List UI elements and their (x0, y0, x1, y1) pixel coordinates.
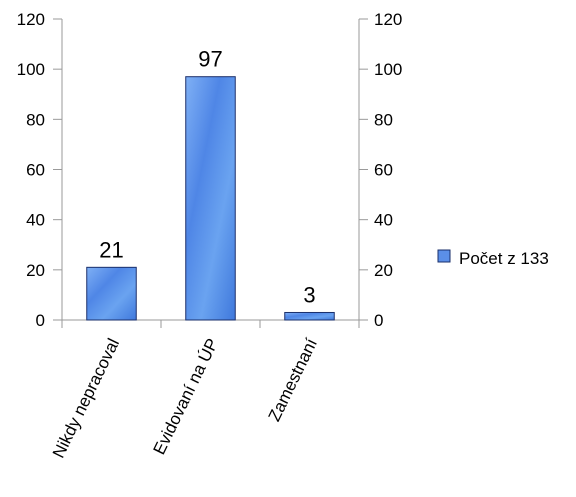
y-tick-label-right: 60 (374, 161, 393, 180)
y-tick-label-right: 20 (374, 261, 393, 280)
y-tick-label-left: 100 (17, 60, 45, 79)
x-category-label: Zamestnaní (265, 335, 322, 424)
y-tick-label-right: 80 (374, 110, 393, 129)
legend-swatch (437, 249, 451, 263)
y-tick-label-left: 0 (36, 311, 45, 330)
y-tick-label-right: 100 (374, 60, 402, 79)
data-label: 3 (303, 282, 315, 307)
y-tick-label-left: 120 (17, 10, 45, 29)
y-tick-label-left: 60 (26, 161, 45, 180)
x-category-label: Evidovaní na ÚP (150, 335, 223, 457)
y-tick-label-right: 0 (374, 311, 383, 330)
bar (86, 266, 137, 321)
data-label: 97 (198, 47, 222, 72)
y-tick-label-left: 80 (26, 110, 45, 129)
x-category-label: Nikdy nepracoval (49, 335, 123, 461)
y-tick-label-left: 20 (26, 261, 45, 280)
y-tick-label-right: 40 (374, 211, 393, 230)
y-tick-label-left: 40 (26, 211, 45, 230)
y-tick-label-right: 120 (374, 10, 402, 29)
bar (185, 76, 236, 321)
data-label: 21 (99, 237, 123, 262)
bar (284, 311, 335, 321)
legend-label: Počet z 133 (459, 249, 549, 268)
